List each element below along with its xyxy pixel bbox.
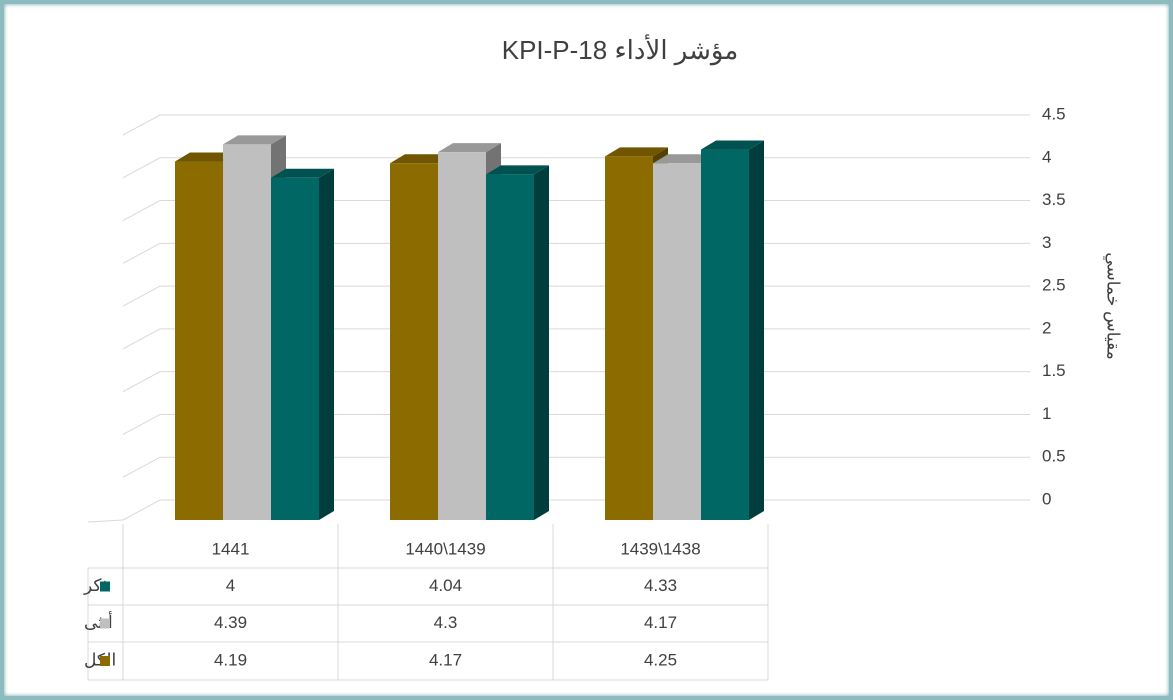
- bar-top: [175, 152, 238, 162]
- bar-top: [438, 143, 501, 153]
- bar-top: [390, 154, 453, 164]
- bar: [653, 163, 701, 520]
- table-value: 4.17: [429, 650, 462, 669]
- chart: مؤشر الأداء KPI-P-18 مقياس خماسي 0 0.5 1 1.…: [83, 33, 1123, 681]
- bar-top: [653, 154, 716, 164]
- bar-top: [486, 165, 549, 175]
- bar: [390, 163, 438, 520]
- table-value: 4.3: [434, 613, 458, 632]
- y-tick-label: 4.5: [1042, 104, 1066, 123]
- table-value: 4.17: [644, 613, 677, 632]
- bar: [175, 161, 223, 520]
- y-tick-label: 2: [1042, 318, 1051, 337]
- bar-side: [534, 165, 549, 520]
- bar: [605, 156, 653, 520]
- legend-swatch: [100, 656, 110, 666]
- x-tick-label: 1439\1438: [620, 539, 700, 558]
- bar: [223, 144, 271, 520]
- y-tick-label: 4: [1042, 147, 1051, 166]
- bar-side: [749, 140, 764, 521]
- chart-title: مؤشر الأداء KPI-P-18: [502, 33, 739, 66]
- table-value: 4.33: [644, 576, 677, 595]
- y-tick-label: 0: [1042, 489, 1051, 508]
- x-tick-label: 1441: [212, 539, 250, 558]
- y-tick-label: 2.5: [1042, 276, 1066, 295]
- table-value: 4: [226, 576, 235, 595]
- bar: [486, 174, 534, 520]
- y-axis-title: مقياس خماسي: [1103, 252, 1123, 359]
- y-tick-label: 3: [1042, 233, 1051, 252]
- bar: [271, 177, 319, 520]
- legend-swatch: [100, 581, 110, 592]
- table-value: 4.25: [644, 650, 677, 669]
- y-tick-label: 0.5: [1042, 447, 1066, 466]
- table-value: 4.19: [214, 650, 247, 669]
- bar-top: [605, 147, 668, 157]
- table-value: 4.04: [429, 576, 462, 595]
- y-tick-label: 1: [1042, 404, 1051, 423]
- bar-top: [271, 168, 334, 178]
- grid-line: [122, 114, 1030, 136]
- legend-swatch: [100, 618, 110, 629]
- bar-side: [319, 168, 334, 520]
- table-value: 4.39: [214, 613, 247, 632]
- y-tick-label: 3.5: [1042, 190, 1066, 209]
- table-line: [87, 519, 124, 523]
- bar: [701, 149, 749, 521]
- bar-top: [223, 135, 286, 145]
- y-tick-label: 1.5: [1042, 361, 1066, 380]
- bar: [438, 152, 486, 520]
- x-tick-label: 1440\1439: [405, 539, 485, 558]
- bar-top: [701, 140, 764, 150]
